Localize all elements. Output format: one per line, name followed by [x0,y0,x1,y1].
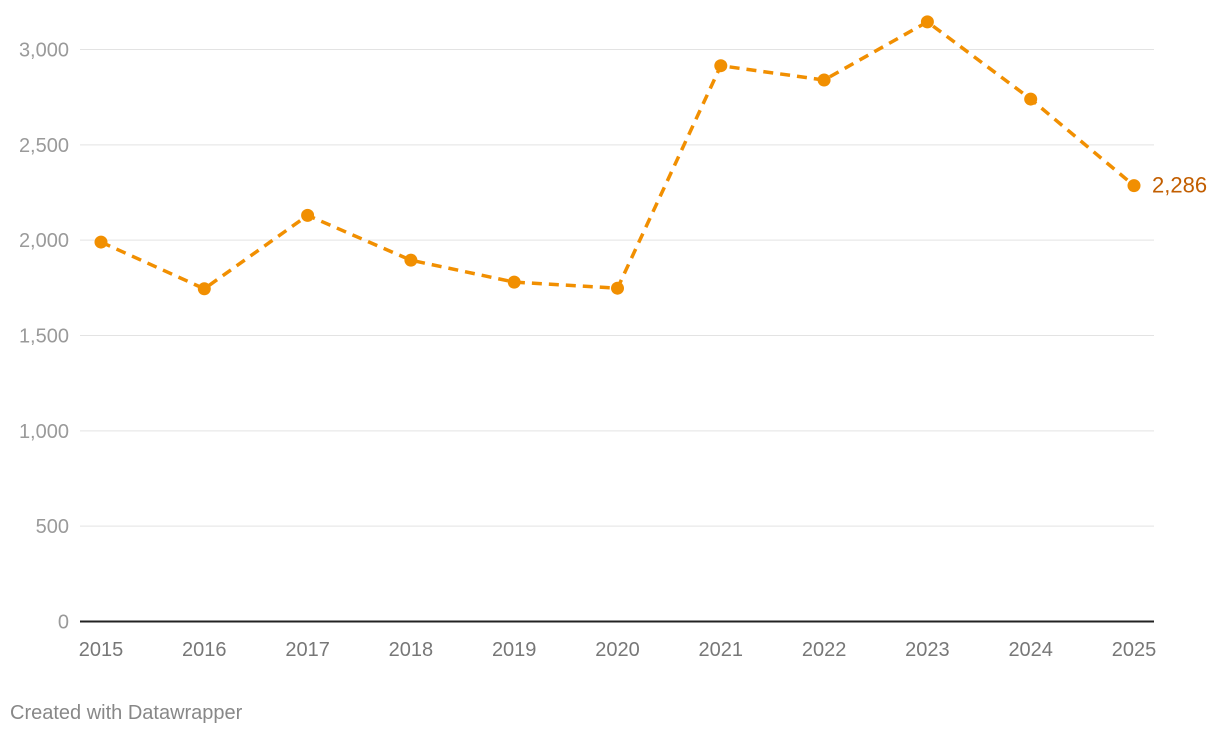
data-series [94,15,1141,296]
x-tick-label: 2018 [389,639,434,661]
data-point [507,275,521,289]
data-point [920,15,934,29]
end-value-label: 2,286 [1152,173,1207,198]
x-tick-label: 2015 [79,639,124,661]
data-point [94,235,108,249]
x-tick-label: 2025 [1112,639,1157,661]
y-tick-label: 2,500 [19,135,69,157]
y-tick-label: 500 [36,516,69,538]
data-point [714,59,728,73]
data-point [1127,179,1141,193]
x-tick-label: 2017 [285,639,330,661]
y-axis-tick-labels: 0 500 1,000 1,500 2,000 2,500 3,000 [19,40,69,634]
x-tick-label: 2021 [699,639,744,661]
x-axis-tick-labels: 2015 2016 2017 2018 2019 2020 2021 2022 2023 2024… [79,639,1157,661]
y-tick-label: 3,000 [19,40,69,62]
x-tick-label: 2022 [802,639,847,661]
x-tick-label: 2020 [595,639,640,661]
series-line [100,20,1136,291]
y-tick-label: 0 [58,612,69,634]
data-point [1024,92,1038,106]
data-point [611,281,624,295]
data-point [197,282,211,296]
x-tick-label: 2024 [1008,639,1053,661]
gridlines [80,49,1154,527]
x-tick-label: 2016 [182,639,227,661]
data-point [301,208,315,222]
y-tick-label: 1,500 [19,326,69,348]
data-point [404,253,418,267]
y-tick-label: 2,000 [19,230,69,252]
footer-credit: Created with Datawrapper [10,702,243,724]
data-point [817,73,831,87]
x-tick-label: 2023 [905,639,950,661]
x-tick-label: 2019 [492,639,537,661]
y-tick-label: 1,000 [19,421,69,443]
